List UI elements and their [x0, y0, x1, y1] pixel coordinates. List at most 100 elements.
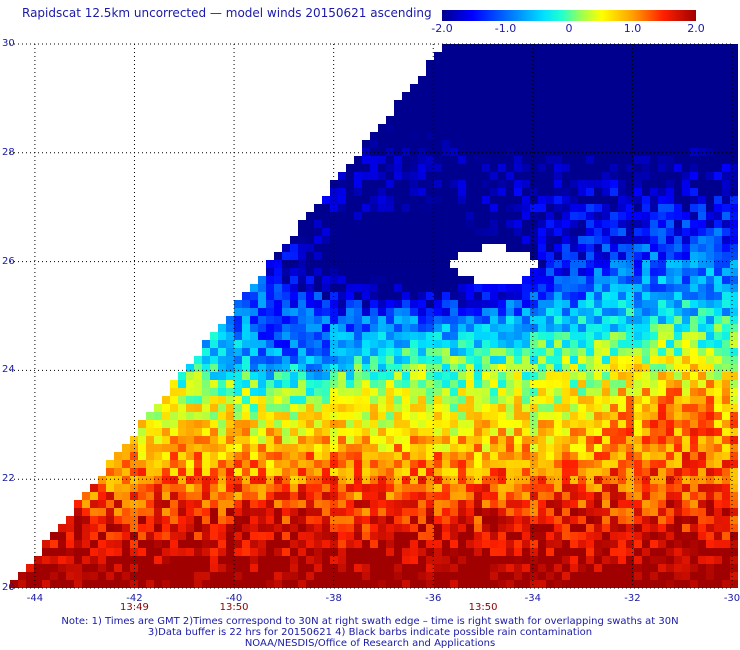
- wind-cell: [522, 308, 530, 316]
- wind-cell: [322, 372, 330, 380]
- wind-cell: [466, 372, 474, 380]
- wind-cell: [266, 316, 274, 324]
- wind-cell: [602, 420, 610, 428]
- wind-cell: [170, 412, 178, 420]
- wind-cell: [522, 132, 530, 140]
- wind-cell: [474, 140, 482, 148]
- wind-cell: [138, 500, 146, 508]
- wind-cell: [362, 340, 370, 348]
- wind-cell: [450, 76, 458, 84]
- wind-cell: [706, 412, 714, 420]
- wind-cell: [610, 412, 618, 420]
- wind-cell: [650, 316, 658, 324]
- wind-cell: [114, 484, 122, 492]
- wind-cell: [346, 508, 354, 516]
- wind-cell: [546, 564, 554, 572]
- wind-cell: [570, 260, 578, 268]
- wind-cell: [282, 396, 290, 404]
- wind-cell: [170, 556, 178, 564]
- wind-cell: [450, 156, 458, 164]
- wind-cell: [442, 532, 450, 540]
- wind-cell: [602, 76, 610, 84]
- wind-cell: [274, 404, 282, 412]
- wind-cell: [594, 332, 602, 340]
- wind-cell: [522, 532, 530, 540]
- wind-cell: [642, 188, 650, 196]
- wind-cell: [722, 244, 730, 252]
- wind-cell: [418, 380, 426, 388]
- wind-cell: [354, 204, 362, 212]
- wind-cell: [698, 228, 706, 236]
- wind-cell: [658, 572, 666, 580]
- wind-cell: [450, 460, 458, 468]
- wind-cell: [458, 388, 466, 396]
- wind-cell: [546, 188, 554, 196]
- wind-cell: [386, 164, 394, 172]
- wind-cell: [282, 492, 290, 500]
- wind-cell: [410, 260, 418, 268]
- wind-cell: [722, 68, 730, 76]
- wind-cell: [218, 428, 226, 436]
- wind-cell: [546, 308, 554, 316]
- wind-cell: [402, 428, 410, 436]
- wind-cell: [266, 492, 274, 500]
- wind-cell: [210, 396, 218, 404]
- wind-cell: [402, 524, 410, 532]
- wind-cell: [282, 540, 290, 548]
- wind-cell: [690, 540, 698, 548]
- wind-cell: [242, 532, 250, 540]
- wind-cell: [210, 428, 218, 436]
- wind-cell: [514, 524, 522, 532]
- wind-cell: [506, 228, 514, 236]
- wind-cell: [562, 332, 570, 340]
- wind-cell: [698, 116, 706, 124]
- wind-cell: [546, 236, 554, 244]
- wind-cell: [682, 388, 690, 396]
- wind-cell: [562, 204, 570, 212]
- wind-cell: [722, 52, 730, 60]
- wind-cell: [402, 556, 410, 564]
- wind-cell: [610, 172, 618, 180]
- wind-cell: [178, 508, 186, 516]
- wind-cell: [474, 396, 482, 404]
- wind-cell: [458, 284, 466, 292]
- wind-cell: [458, 228, 466, 236]
- wind-cell: [226, 556, 234, 564]
- wind-cell: [554, 556, 562, 564]
- wind-cell: [506, 340, 514, 348]
- wind-cell: [714, 380, 722, 388]
- wind-cell: [202, 436, 210, 444]
- latitude-tick-label: 28: [2, 146, 15, 158]
- wind-cell: [682, 228, 690, 236]
- wind-cell: [714, 460, 722, 468]
- wind-cell: [706, 108, 714, 116]
- wind-cell: [546, 196, 554, 204]
- wind-cell: [378, 500, 386, 508]
- wind-cell: [538, 556, 546, 564]
- wind-cell: [250, 500, 258, 508]
- wind-cell: [562, 372, 570, 380]
- wind-cell: [274, 444, 282, 452]
- wind-cell: [338, 444, 346, 452]
- wind-cell: [162, 396, 170, 404]
- wind-cell: [226, 548, 234, 556]
- wind-cell: [410, 468, 418, 476]
- wind-cell: [658, 116, 666, 124]
- wind-cell: [666, 284, 674, 292]
- wind-cell: [546, 140, 554, 148]
- wind-cell: [730, 548, 738, 556]
- wind-cell: [370, 516, 378, 524]
- wind-cell: [722, 572, 730, 580]
- wind-cell: [594, 68, 602, 76]
- wind-cell: [482, 172, 490, 180]
- wind-cell: [666, 540, 674, 548]
- wind-cell: [506, 196, 514, 204]
- wind-cell: [282, 484, 290, 492]
- wind-cell: [410, 396, 418, 404]
- wind-cell: [682, 380, 690, 388]
- wind-cell: [306, 268, 314, 276]
- wind-cell: [442, 516, 450, 524]
- wind-cell: [394, 228, 402, 236]
- wind-cell: [698, 540, 706, 548]
- wind-cell: [418, 156, 426, 164]
